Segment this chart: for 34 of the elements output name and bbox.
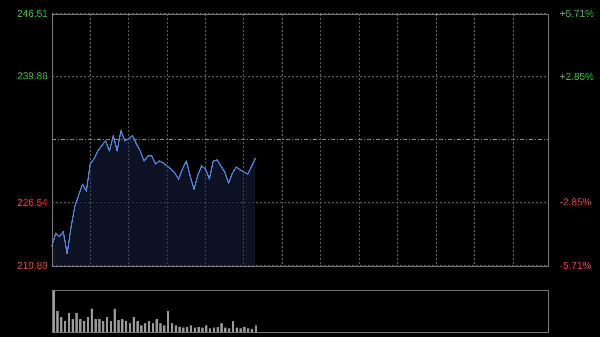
- bar: [190, 326, 192, 332]
- y-tick-label: 246.51: [17, 8, 48, 20]
- bar: [178, 326, 181, 332]
- bar: [76, 313, 78, 332]
- bar: [136, 322, 139, 332]
- bar: [247, 328, 250, 332]
- bar: [202, 328, 204, 332]
- y-tick-label: 226.54: [17, 198, 48, 209]
- y-tick-label: 219.89: [17, 260, 48, 272]
- bar: [140, 326, 143, 332]
- bar: [232, 322, 234, 332]
- bar: [205, 326, 208, 332]
- y2-tick-label: -5.71%: [560, 260, 592, 272]
- y2-tick-label: +5.71%: [560, 8, 594, 20]
- bar: [254, 326, 258, 332]
- bar: [174, 326, 178, 332]
- bar: [106, 317, 108, 332]
- y2-tick-label: -2.85%: [560, 198, 592, 209]
- bar: [98, 319, 101, 332]
- bar: [68, 313, 70, 332]
- bar: [198, 326, 200, 332]
- bar: [251, 329, 254, 332]
- bar: [167, 311, 170, 332]
- bar: [160, 324, 162, 332]
- bar: [244, 326, 246, 332]
- y-tick-label: 239.86: [17, 72, 48, 83]
- bar: [182, 328, 185, 332]
- bar: [148, 322, 150, 332]
- bar: [209, 328, 212, 332]
- bar: [213, 328, 216, 332]
- bar: [220, 324, 223, 332]
- y2-tick-label: +2.85%: [560, 72, 594, 83]
- bar: [152, 324, 154, 332]
- bar: [240, 328, 242, 332]
